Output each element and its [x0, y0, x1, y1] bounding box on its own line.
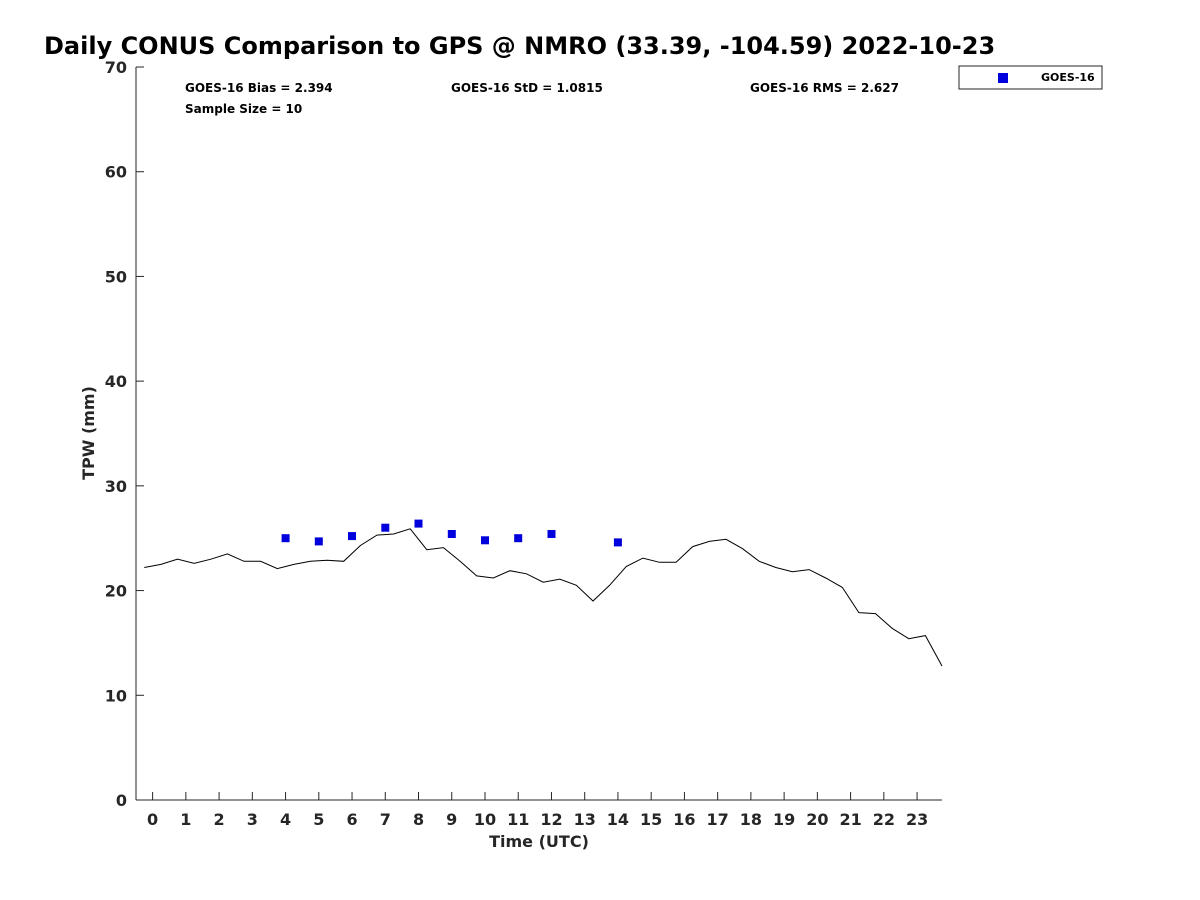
- y-tick-label: 40: [105, 372, 127, 391]
- x-tick-label: 3: [247, 810, 258, 829]
- x-tick-label: 6: [346, 810, 357, 829]
- goes16-point: [481, 536, 489, 545]
- x-tick-label: 16: [673, 810, 695, 829]
- x-tick-label: 22: [873, 810, 895, 829]
- stats-annotations: GOES-16 Bias = 2.394 GOES-16 StD = 1.081…: [185, 81, 899, 116]
- goes16-point: [348, 532, 356, 541]
- x-tick-label: 12: [540, 810, 562, 829]
- goes16-point: [447, 530, 456, 538]
- series-layer: [144, 519, 943, 667]
- rms-stat: GOES-16 RMS = 2.627: [750, 81, 899, 95]
- y-tick-label: 20: [105, 582, 127, 601]
- y-tick-label: 10: [105, 686, 127, 705]
- x-tick-label: 1: [180, 810, 191, 829]
- bias-stat: GOES-16 Bias = 2.394: [185, 81, 333, 95]
- x-tick-label: 9: [446, 810, 457, 829]
- x-tick-label: 20: [806, 810, 828, 829]
- y-axis-label: TPW (mm): [79, 386, 98, 480]
- x-tick-label: 13: [574, 810, 596, 829]
- x-tick-label: 17: [707, 810, 729, 829]
- x-tick-label: 21: [839, 810, 861, 829]
- x-tick-label: 19: [773, 810, 795, 829]
- gps-tpw-line: [144, 528, 943, 667]
- x-tick-label: 14: [607, 810, 629, 829]
- goes16-point: [381, 523, 390, 532]
- goes16-point: [314, 537, 323, 546]
- chart-title: Daily CONUS Comparison to GPS @ NMRO (33…: [44, 32, 995, 60]
- std-stat: GOES-16 StD = 1.0815: [451, 81, 603, 95]
- sample-size-stat: Sample Size = 10: [185, 102, 302, 116]
- legend: GOES-16: [958, 65, 1103, 90]
- goes16-point: [514, 534, 523, 543]
- y-tick-label: 0: [116, 791, 127, 810]
- goes16-point: [613, 538, 622, 547]
- x-tick-label: 4: [280, 810, 291, 829]
- x-ticks: 0 1 2 3 4 5 6 7 8 9 10 11 12 13 14 15 16 17 18 19 20 21 22 23: [147, 792, 928, 829]
- goes16-point: [281, 534, 290, 543]
- x-axis-label: Time (UTC): [489, 832, 589, 851]
- goes16-point: [414, 519, 423, 528]
- y-ticks: 0 10 20 30 40 50 60 70: [105, 58, 144, 810]
- goes16-point: [547, 530, 556, 538]
- x-tick-label: 0: [147, 810, 158, 829]
- x-tick-label: 15: [640, 810, 662, 829]
- x-tick-label: 18: [740, 810, 762, 829]
- x-tick-label: 11: [507, 810, 529, 829]
- y-tick-label: 30: [105, 477, 127, 496]
- y-tick-label: 70: [105, 58, 127, 77]
- y-tick-label: 50: [105, 267, 127, 286]
- legend-box: [958, 65, 1103, 90]
- legend-entry-goes16: GOES-16: [1041, 71, 1095, 84]
- legend-marker: [998, 73, 1008, 83]
- x-tick-label: 5: [313, 810, 324, 829]
- x-tick-label: 10: [474, 810, 496, 829]
- x-tick-label: 23: [906, 810, 928, 829]
- x-tick-label: 7: [380, 810, 391, 829]
- y-tick-label: 60: [105, 163, 127, 182]
- x-tick-label: 8: [413, 810, 424, 829]
- x-tick-label: 2: [214, 810, 225, 829]
